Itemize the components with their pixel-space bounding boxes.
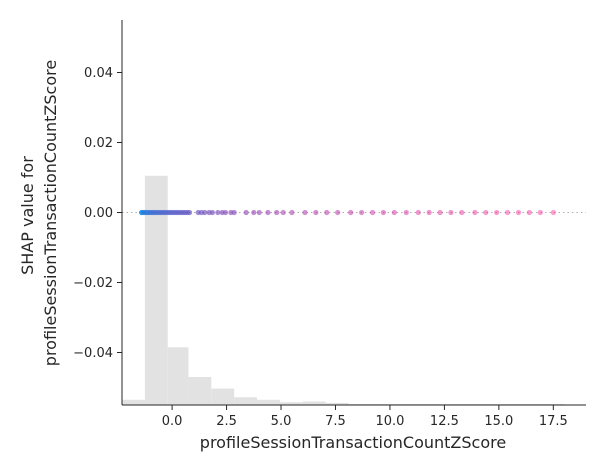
- scatter-point-22: [186, 209, 193, 216]
- x-tick-label-5: 12.5: [430, 414, 459, 429]
- histogram-bar-7: [279, 402, 303, 405]
- scatter-point-42: [324, 209, 330, 216]
- scatter-point-58: [504, 209, 511, 216]
- scatter-point-51: [426, 209, 432, 216]
- y-tick-label-0: −0.04: [73, 346, 113, 361]
- scatter-point-55: [472, 209, 478, 216]
- scatter-points: [139, 209, 556, 216]
- histogram-bar-3: [188, 377, 212, 405]
- histogram-bar-4: [211, 388, 235, 405]
- x-tick-label-2: 5.0: [271, 414, 292, 429]
- scatter-point-53: [448, 209, 454, 216]
- x-axis-title: profileSessionTransactionCountZScore: [200, 433, 506, 452]
- scatter-point-50: [415, 209, 421, 216]
- scatter-point-62: [550, 209, 556, 216]
- histogram-bar-8: [302, 401, 326, 405]
- scatter-point-61: [537, 209, 543, 216]
- scatter-point-34: [251, 209, 257, 216]
- x-tick-label-7: 17.5: [539, 414, 568, 429]
- x-tick-label-1: 2.5: [216, 414, 237, 429]
- scatter-point-38: [280, 209, 286, 216]
- histogram-bar-6: [257, 399, 280, 405]
- scatter-point-27: [209, 209, 216, 216]
- y-axis-title-line-2: profileSessionTransactionCountZScore: [41, 60, 60, 366]
- scatter-point-44: [348, 209, 354, 216]
- scatter-point-49: [403, 209, 409, 216]
- scatter-point-30: [222, 209, 229, 216]
- x-tick-label-3: 7.5: [325, 414, 346, 429]
- scatter-point-59: [515, 209, 522, 216]
- histogram-bar-0: [122, 399, 145, 405]
- y-axis-ticks: −0.04 −0.02 0.00 0.02 0.04: [73, 66, 122, 361]
- x-axis-ticks: 0.0 2.5 5.0 7.5 10.0 12.5 15.0 17.5: [162, 405, 568, 429]
- scatter-point-32: [231, 209, 237, 216]
- scatter-point-48: [391, 209, 397, 216]
- scatter-point-37: [274, 209, 280, 216]
- scatter-point-54: [459, 209, 465, 216]
- scatter-point-40: [302, 209, 308, 216]
- y-tick-label-3: 0.02: [84, 136, 113, 151]
- y-tick-label-1: −0.02: [73, 276, 113, 291]
- histogram-bar-2: [167, 347, 189, 405]
- scatter-point-25: [202, 209, 208, 216]
- scatter-point-35: [256, 209, 262, 216]
- scatter-point-47: [380, 209, 387, 216]
- scatter-point-57: [494, 209, 500, 216]
- scatter-point-45: [359, 209, 365, 216]
- x-tick-label-4: 10.0: [375, 414, 404, 429]
- histogram-bar-1: [144, 175, 168, 405]
- scatter-point-28: [215, 209, 221, 216]
- histogram-bar-10: [348, 403, 565, 405]
- y-axis-title: SHAP value for profileSessionTransaction…: [18, 60, 60, 366]
- scatter-point-36: [265, 209, 271, 216]
- feature-histogram: [122, 175, 565, 405]
- x-tick-label-0: 0.0: [162, 414, 183, 429]
- scatter-point-41: [313, 209, 319, 216]
- scatter-point-33: [243, 209, 249, 216]
- y-axis-title-line-1: SHAP value for: [18, 156, 37, 275]
- histogram-bar-9: [325, 402, 349, 405]
- scatter-point-52: [437, 209, 443, 216]
- scatter-point-46: [369, 209, 376, 216]
- y-tick-label-4: 0.04: [84, 66, 113, 81]
- scatter-point-39: [289, 209, 295, 216]
- scatter-point-56: [483, 209, 489, 216]
- y-tick-label-2: 0.00: [84, 206, 113, 221]
- histogram-bar-5: [234, 397, 258, 405]
- scatter-point-43: [335, 209, 341, 216]
- x-tick-label-6: 15.0: [484, 414, 513, 429]
- scatter-point-60: [526, 209, 532, 216]
